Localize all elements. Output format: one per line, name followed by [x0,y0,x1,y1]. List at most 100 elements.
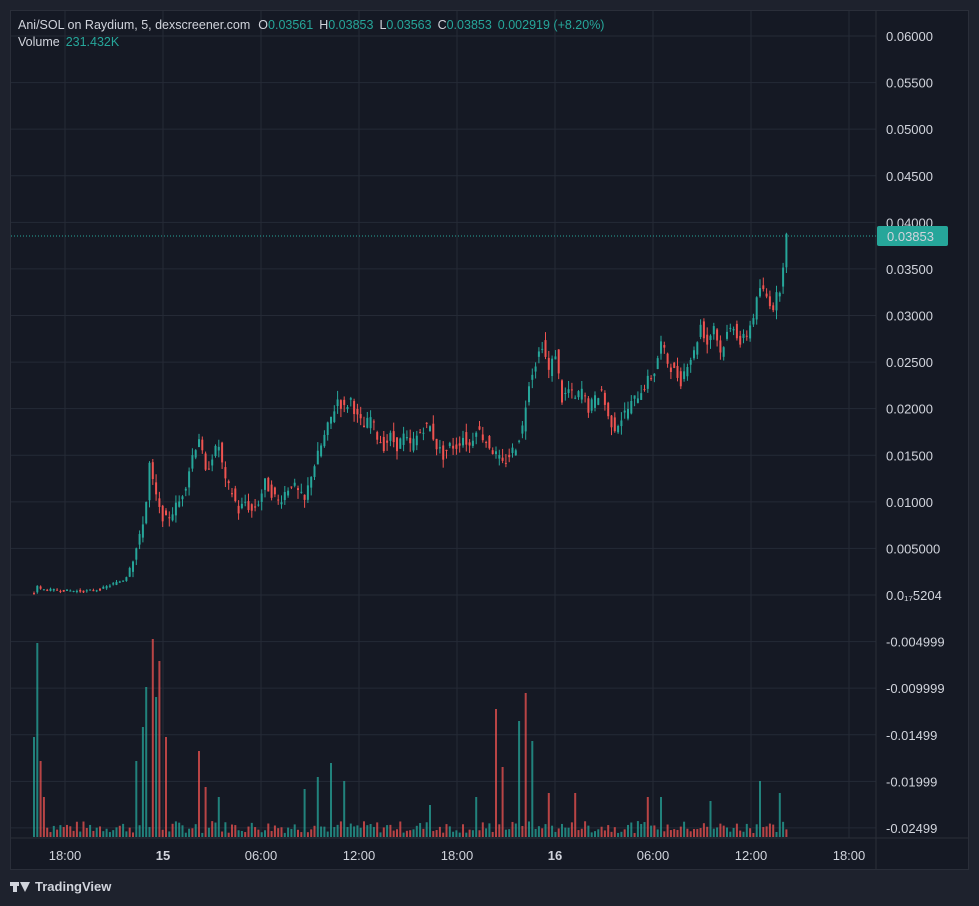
volume-bar [722,825,725,837]
volume-bar [455,830,458,837]
candle-body [42,589,45,591]
volume-bar [495,709,497,837]
volume-bar [313,825,316,837]
candle-body [778,292,781,297]
candle-body [752,318,755,325]
volume-bar [613,827,616,837]
price-chart[interactable]: 0.060000.055000.050000.045000.040000.035… [10,10,969,870]
candle-body [537,351,540,357]
candle-body [561,380,563,403]
candle-body [198,439,200,448]
candle-body [749,325,752,339]
candle-body [646,375,649,389]
candle-body [138,534,141,545]
volume-bar [551,825,554,837]
candle-body [297,488,299,491]
candle-body [141,524,144,538]
candle-body [551,358,554,377]
y-axis-tick-label: 0.02500 [886,355,933,370]
volume-bar [782,821,785,837]
candle-body [260,493,263,502]
volume-bar [369,823,372,837]
candle-body [155,482,158,495]
volume-bar [636,821,639,837]
candle-body [435,438,438,450]
volume-bar [379,832,382,837]
tradingview-branding[interactable]: TradingView [10,879,111,894]
volume-bar [696,829,699,837]
y-axis-tick-label: 0.05500 [886,76,933,91]
last-price-badge-text: 0.03853 [887,229,934,244]
candle-body [541,348,544,350]
volume-bar [287,827,290,837]
candle-body [402,433,405,445]
y-axis-tick-label: -0.009999 [886,681,945,696]
volume-bar [297,829,299,837]
candle-body [188,471,191,488]
volume-bar [735,823,738,837]
volume-bar [178,822,181,837]
volume-bar [587,825,590,837]
volume-bar [514,823,517,837]
candle-body [669,367,672,372]
candle-body [735,323,738,339]
volume-bar [673,829,676,837]
candle-body [452,445,455,449]
volume-bar [59,825,62,837]
volume-bar [759,781,761,837]
candle-body [396,437,398,452]
candle-body [564,392,567,394]
volume-bar [597,829,600,837]
volume-bar [240,830,243,837]
candle-body [521,425,524,434]
volume-bar [125,831,128,837]
volume-bar [231,824,233,837]
candle-body [227,481,230,484]
volume-bar [650,825,653,837]
volume-bar [389,824,392,837]
candle-body [221,442,224,463]
candle-body [438,447,441,449]
candle-body [686,367,689,377]
open-value: 0.03561 [268,18,314,32]
y-axis-tick-label: -0.01999 [886,774,937,789]
candle-body [528,386,530,403]
candle-body [478,426,481,430]
volume-bar [155,697,158,837]
volume-bar [415,825,418,837]
candle-body [280,502,283,505]
candle-body [594,395,596,408]
candle-body [762,285,765,290]
candle-body [613,417,616,432]
volume-bar [699,828,702,837]
candle-body [422,432,425,434]
volume-bar [382,827,385,837]
volume-bar [706,826,709,837]
volume-bar [732,827,735,837]
volume-bar [372,826,375,837]
candle-body [782,267,785,287]
volume-bar [405,830,408,837]
volume-bar [283,832,286,837]
candle-body [102,586,105,589]
x-axis-tick-label: 18:00 [49,848,82,863]
candle-body [56,589,59,591]
candle-body [75,590,78,592]
candle-body [122,580,125,582]
volume-bar [590,832,593,837]
candle-body [554,356,557,360]
volume-bar [485,828,488,837]
candle-body [755,297,758,320]
candle-body [653,373,656,377]
candle-body [656,358,659,370]
volume-bar [643,822,646,837]
volume-bar [524,693,527,837]
volume-bar [557,828,560,837]
volume-bar [442,832,445,837]
volume-bar [666,824,669,837]
volume-bar [719,823,722,837]
volume-bar [254,827,257,837]
candle-body [174,502,177,516]
volume-bar [656,829,659,837]
volume-bar [561,823,563,837]
